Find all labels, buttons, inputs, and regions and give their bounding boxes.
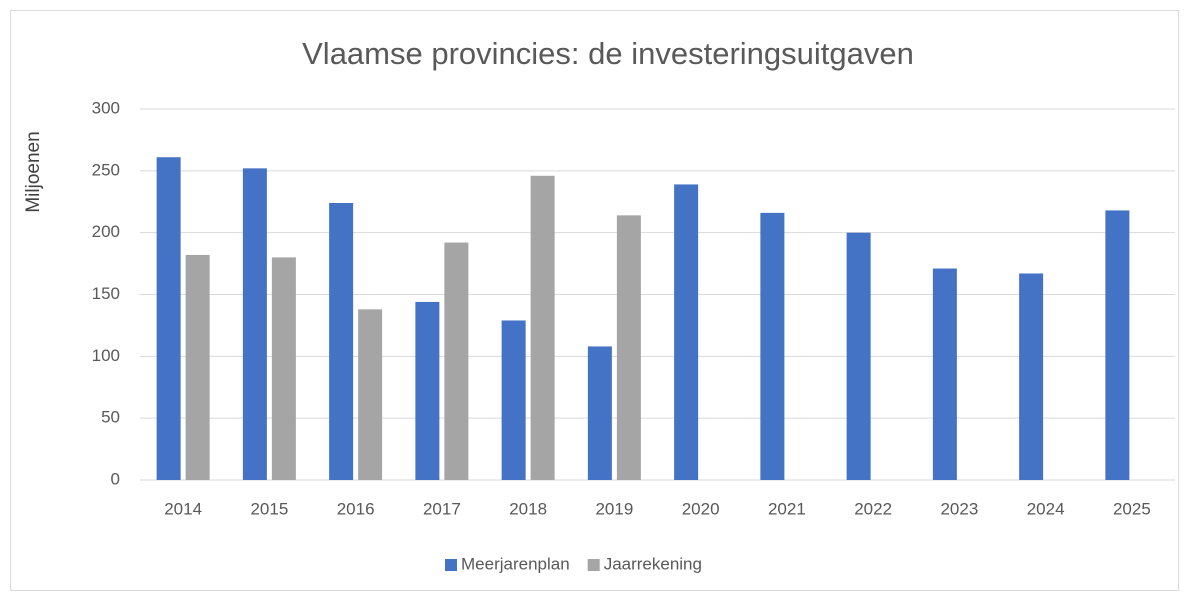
bar bbox=[185, 254, 210, 480]
chart-title: Vlaamse provincies: de investeringsuitga… bbox=[302, 36, 914, 71]
x-tick-label: 2018 bbox=[509, 499, 547, 518]
x-tick-label: 2017 bbox=[423, 499, 461, 518]
y-tick-label: 100 bbox=[92, 346, 120, 365]
bar bbox=[1105, 210, 1130, 480]
y-tick-label: 0 bbox=[111, 469, 120, 488]
y-tick-label: 200 bbox=[92, 222, 120, 241]
x-tick-label: 2016 bbox=[337, 499, 375, 518]
legend-swatch bbox=[445, 559, 457, 571]
x-tick-label: 2022 bbox=[854, 499, 892, 518]
y-tick-label: 50 bbox=[101, 408, 120, 427]
bar bbox=[358, 309, 383, 480]
bar bbox=[415, 301, 440, 480]
x-tick-label: 2020 bbox=[682, 499, 720, 518]
bar bbox=[271, 257, 296, 480]
x-tick-label: 2025 bbox=[1113, 499, 1151, 518]
x-tick-label: 2019 bbox=[595, 499, 633, 518]
bar bbox=[1019, 273, 1044, 480]
x-tick-label: 2023 bbox=[940, 499, 978, 518]
bar bbox=[616, 215, 641, 480]
x-tick-label: 2015 bbox=[250, 499, 288, 518]
bar bbox=[156, 157, 181, 481]
bar bbox=[444, 242, 469, 480]
bar bbox=[242, 168, 267, 481]
y-tick-label: 150 bbox=[92, 284, 120, 303]
bar bbox=[674, 184, 699, 481]
x-tick-label: 2021 bbox=[768, 499, 806, 518]
y-axis-label: Miljoenen bbox=[23, 131, 44, 212]
x-tick-label: 2014 bbox=[164, 499, 202, 518]
bar bbox=[530, 175, 555, 480]
x-tick-label: 2024 bbox=[1027, 499, 1065, 518]
bar bbox=[587, 346, 612, 480]
y-tick-label: 300 bbox=[92, 98, 120, 117]
bar bbox=[932, 268, 957, 480]
bar bbox=[760, 212, 785, 480]
bar bbox=[501, 320, 526, 480]
legend-label: Jaarrekening bbox=[604, 554, 702, 573]
bar bbox=[329, 202, 354, 480]
legend-label: Meerjarenplan bbox=[461, 554, 570, 573]
legend-swatch bbox=[587, 559, 600, 571]
y-tick-label: 250 bbox=[92, 160, 120, 179]
bar bbox=[846, 232, 871, 480]
